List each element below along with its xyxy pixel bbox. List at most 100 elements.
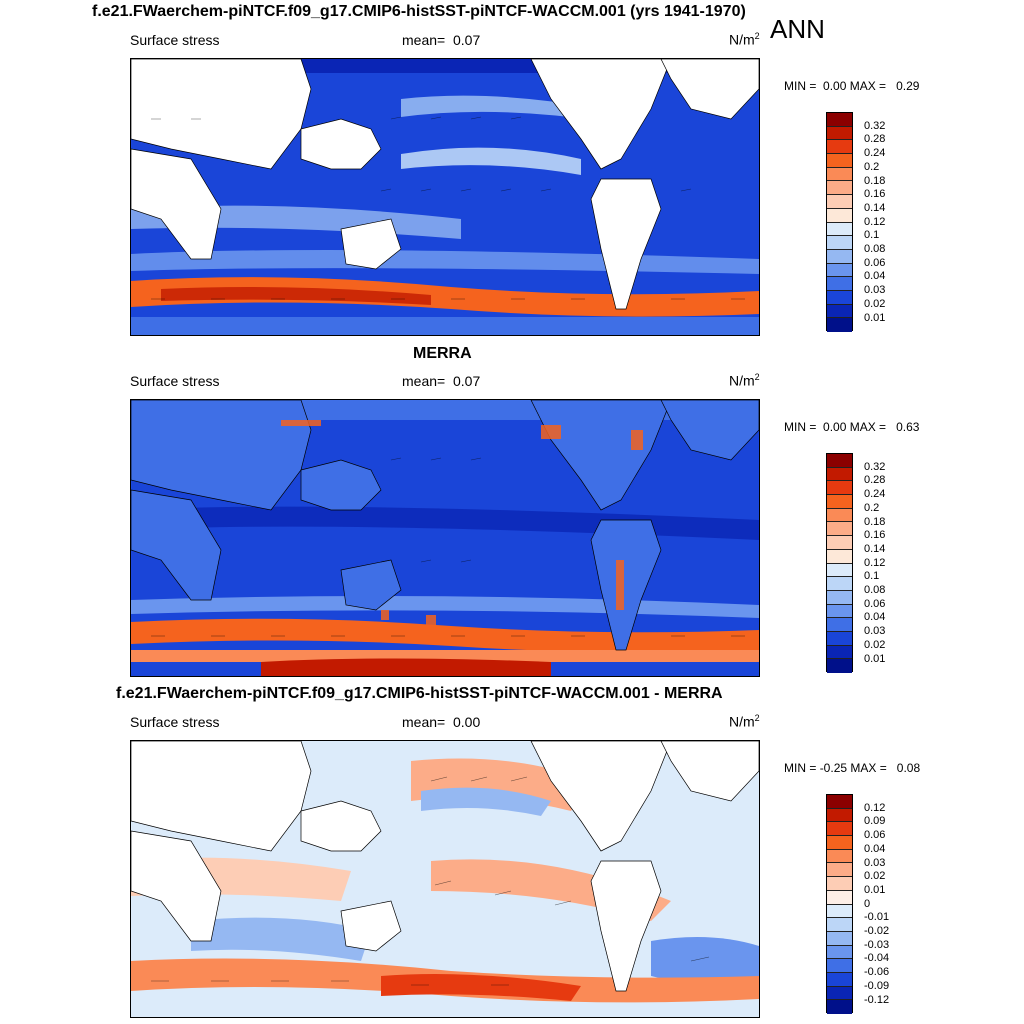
colorbar-segment: [827, 549, 852, 564]
colorbar-segment: [827, 959, 852, 973]
colorbar-label: -0.04: [864, 952, 890, 965]
colorbar-segment: [827, 631, 852, 646]
panel-1-mean: mean= 0.07: [402, 32, 480, 48]
colorbar-segment: [827, 808, 852, 823]
colorbar-label: -0.01: [864, 911, 890, 924]
colorbar-segment: [827, 249, 852, 264]
colorbar-segment: [827, 222, 852, 237]
panel-2-mean-label: mean=: [402, 373, 446, 389]
colorbar-segment: [827, 181, 852, 196]
panel-3-mean-label: mean=: [402, 714, 446, 730]
panel-3-mean: mean= 0.00: [402, 714, 480, 730]
panel-3-variable: Surface stress: [130, 714, 220, 730]
colorbar-label: 0.12: [864, 215, 886, 228]
colorbar-label: 0.02: [864, 297, 886, 310]
colorbar-label: 0.28: [864, 474, 886, 487]
colorbar-label: 0.02: [864, 870, 886, 883]
colorbar-label: -0.03: [864, 938, 890, 951]
panel-1-min-label: MIN =: [784, 79, 817, 93]
colorbar-segment: [827, 277, 852, 291]
panel-3-units-base: N/m: [729, 713, 755, 730]
panel-2-title: MERRA: [413, 345, 472, 362]
colorbar-segment: [827, 890, 852, 905]
colorbar-segment: [827, 263, 852, 278]
colorbar-segment: [827, 467, 852, 482]
panel-1-max-value: 0.29: [896, 79, 920, 93]
colorbar-label: 0.18: [864, 174, 886, 187]
colorbar-label: 0.24: [864, 488, 886, 501]
colorbar-segment: [827, 563, 852, 578]
colorbar-segment: [827, 849, 852, 864]
colorbar-label: 0.01: [864, 311, 886, 324]
panel-1-variable: Surface stress: [130, 32, 220, 48]
colorbar-label: 0.03: [864, 856, 886, 869]
panel-3-map: [130, 740, 760, 1018]
colorbar-segment: [827, 945, 852, 960]
colorbar-label: 0.06: [864, 829, 886, 842]
colorbar-segment: [827, 126, 852, 141]
panel-2-units-base: N/m: [729, 372, 755, 389]
colorbar-segment: [827, 863, 852, 878]
panel-2-min-value: 0.00: [823, 420, 847, 434]
colorbar-label: 0.04: [864, 270, 886, 283]
panel-3-minmax: MIN = -0.25 MAX = 0.08: [784, 761, 920, 775]
panel-2-mean-value: 0.07: [452, 373, 481, 389]
panel-3-units-exp: 2: [754, 713, 760, 723]
panel-2-max-value: 0.63: [896, 420, 920, 434]
colorbar-label: 0.32: [864, 119, 886, 132]
colorbar-segment: [827, 481, 852, 496]
colorbar-segment: [827, 577, 852, 591]
colorbar-label: 0.03: [864, 625, 886, 638]
colorbar-segment: [827, 454, 852, 468]
panel-3-colorbar: [826, 794, 853, 1014]
panel-2-map: [130, 399, 760, 677]
colorbar-label: 0.1: [864, 229, 880, 242]
panel-2-units: N/m2: [729, 372, 760, 389]
panel-2-units-exp: 2: [754, 372, 760, 382]
panel-1-mean-label: mean=: [402, 32, 446, 48]
colorbar-label: -0.12: [864, 993, 890, 1006]
panel-2-min-label: MIN =: [784, 420, 817, 434]
colorbar-label: 0.06: [864, 256, 886, 269]
colorbar-label: 0.08: [864, 584, 886, 596]
colorbar-segment: [827, 918, 852, 932]
colorbar-label: -0.09: [864, 979, 890, 992]
panel-1-units: N/m2: [729, 31, 760, 48]
panel-1-units-base: N/m: [729, 31, 755, 48]
panel-1-map: [130, 58, 760, 336]
colorbar-label: 0.18: [864, 515, 886, 528]
colorbar-label: -0.06: [864, 966, 890, 979]
panel-1-min-value: 0.00: [823, 79, 847, 93]
colorbar-label: 0.09: [864, 815, 886, 828]
annual-tag: ANN: [770, 14, 825, 44]
colorbar-segment: [827, 318, 852, 332]
colorbar-label: 0.16: [864, 529, 886, 542]
colorbar-label: 0.01: [864, 652, 886, 665]
colorbar-label: -0.02: [864, 925, 890, 937]
colorbar-label: 0.2: [864, 501, 880, 514]
colorbar-segment: [827, 154, 852, 168]
colorbar-segment: [827, 604, 852, 619]
colorbar-label: 0: [864, 897, 871, 910]
colorbar-segment: [827, 536, 852, 550]
colorbar-segment: [827, 822, 852, 837]
panel-1-minmax: MIN = 0.00 MAX = 0.29: [784, 79, 919, 93]
colorbar-segment: [827, 508, 852, 523]
colorbar-label: 0.2: [864, 160, 880, 173]
panel-2-colorbar: [826, 453, 853, 673]
colorbar-segment: [827, 659, 852, 673]
colorbar-label: 0.06: [864, 597, 886, 610]
colorbar-label: 0.24: [864, 147, 886, 160]
panel-1-colorbar: [826, 112, 853, 332]
colorbar-segment: [827, 986, 852, 1001]
colorbar-segment: [827, 522, 852, 537]
colorbar-label: 0.32: [864, 460, 886, 473]
panel-3-mean-value: 0.00: [452, 714, 481, 730]
colorbar-label: 0.12: [864, 556, 886, 569]
colorbar-segment: [827, 290, 852, 305]
panel-1-title: f.e21.FWaerchem-piNTCF.f09_g17.CMIP6-his…: [92, 3, 746, 20]
colorbar-segment: [827, 877, 852, 891]
colorbar-segment: [827, 113, 852, 127]
colorbar-label: 0.14: [864, 201, 886, 214]
panel-2-mean: mean= 0.07: [402, 373, 480, 389]
